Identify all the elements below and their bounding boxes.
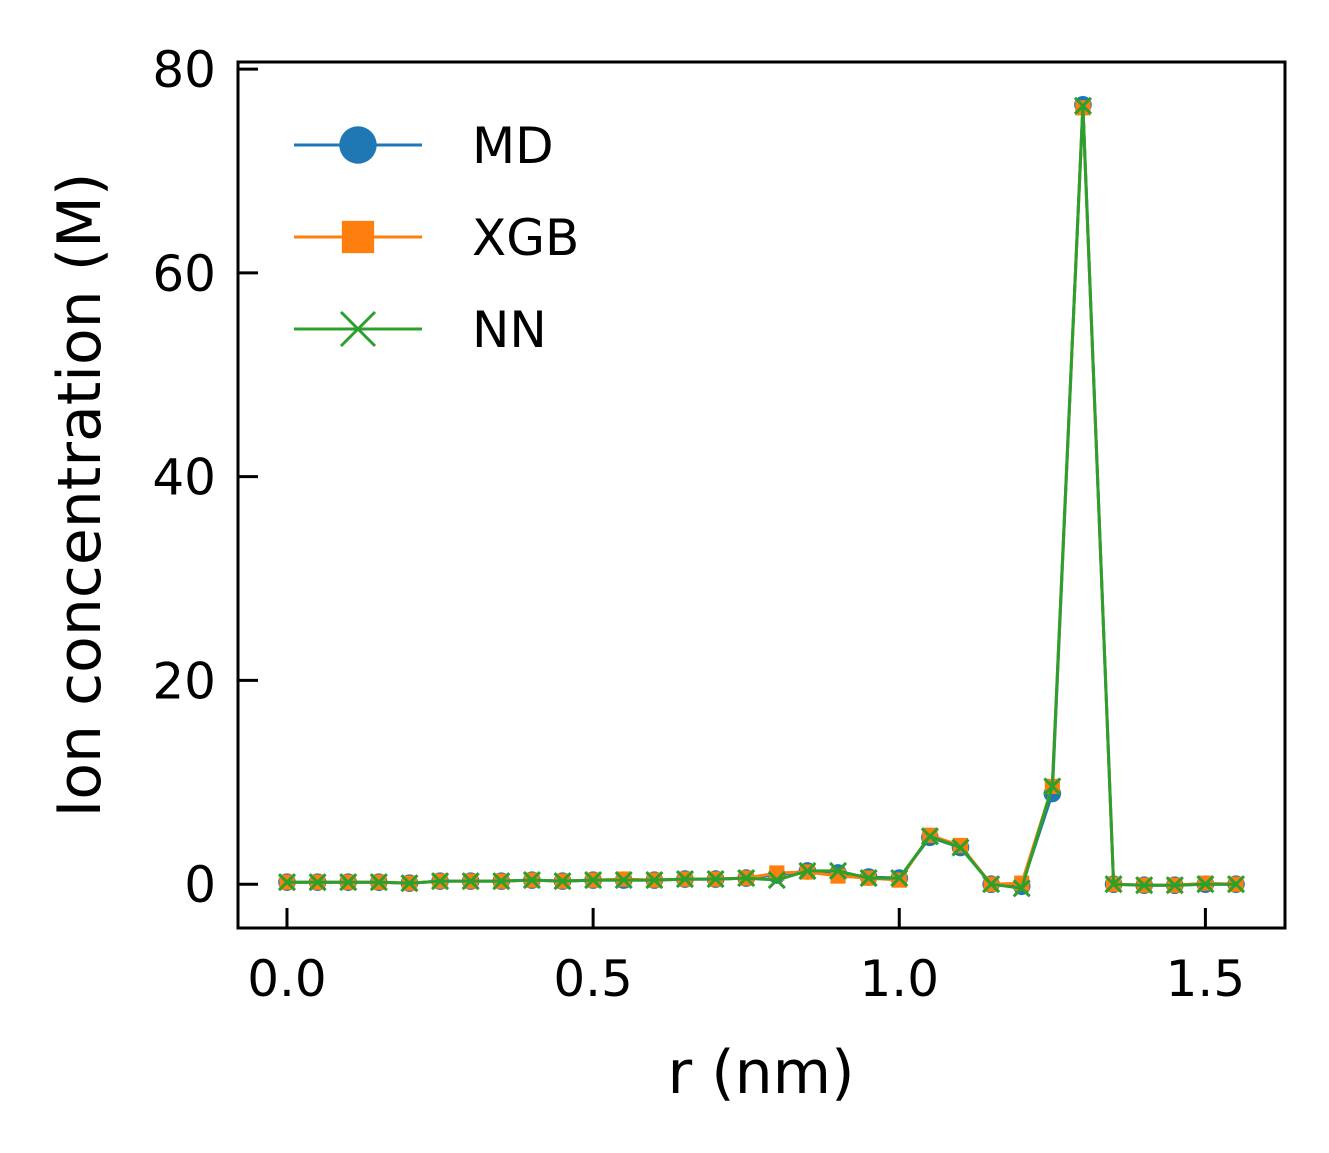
data-point — [553, 872, 572, 891]
data-point — [369, 873, 388, 892]
legend-item-xgb: XGB — [294, 209, 579, 267]
legend-label: MD — [472, 117, 554, 175]
data-point — [339, 873, 358, 892]
data-point — [767, 871, 786, 890]
data-point — [1073, 96, 1093, 115]
data-point — [1135, 876, 1154, 895]
data-point — [859, 869, 878, 888]
data-point — [737, 869, 756, 888]
data-point — [706, 870, 725, 889]
data-point — [645, 871, 664, 890]
data-point — [982, 875, 1001, 894]
data-point — [798, 861, 817, 881]
data-point — [584, 871, 603, 890]
y-tick-label: 80 — [152, 41, 216, 99]
data-point — [951, 838, 970, 857]
y-tick-label: 60 — [152, 245, 216, 303]
data-point — [920, 827, 939, 846]
data-point — [400, 874, 419, 893]
legend: MD XGB NN — [294, 117, 579, 359]
data-point — [492, 872, 511, 891]
data-point — [1196, 875, 1215, 894]
x-axis-label: r (nm) — [667, 1038, 854, 1108]
data-point — [1226, 875, 1246, 894]
x-tick-label: 1.5 — [1166, 950, 1246, 1008]
data-point — [675, 870, 695, 889]
series-md — [278, 95, 1245, 896]
data-point — [890, 869, 909, 888]
legend-label: XGB — [472, 209, 579, 267]
data-point — [430, 872, 450, 891]
x-tick-label: 0.5 — [553, 950, 633, 1008]
data-point — [828, 861, 848, 881]
series-line — [287, 104, 1236, 890]
legend-label: NN — [472, 301, 547, 359]
legend-item-md: MD — [294, 117, 554, 175]
legend-marker — [341, 220, 375, 254]
series-nn — [277, 96, 1246, 898]
series-line — [287, 103, 1236, 888]
data-point — [1012, 879, 1031, 898]
data-point — [614, 871, 633, 890]
plot-frame — [236, 60, 1287, 930]
y-tick-label: 20 — [152, 652, 216, 710]
y-axis: 0 20 40 60 80 — [152, 41, 258, 914]
data-point — [1165, 876, 1184, 895]
x-axis: 0.0 0.5 1.0 1.5 — [247, 908, 1245, 1008]
legend-marker — [339, 126, 377, 164]
data-point — [522, 871, 541, 890]
y-axis-label: Ion concentration (M) — [45, 173, 115, 818]
data-point — [308, 873, 327, 892]
y-tick-label: 0 — [184, 856, 216, 914]
data-point — [461, 872, 480, 891]
y-tick-label: 40 — [152, 449, 216, 507]
legend-marker — [339, 310, 377, 348]
x-tick-label: 1.0 — [859, 950, 939, 1008]
data-point — [277, 873, 297, 892]
plot-area — [277, 95, 1246, 898]
series-line — [287, 106, 1237, 887]
data-point — [1043, 777, 1062, 796]
legend-item-nn: NN — [294, 301, 547, 359]
data-point — [1104, 875, 1123, 894]
x-tick-label: 0.0 — [247, 950, 327, 1008]
